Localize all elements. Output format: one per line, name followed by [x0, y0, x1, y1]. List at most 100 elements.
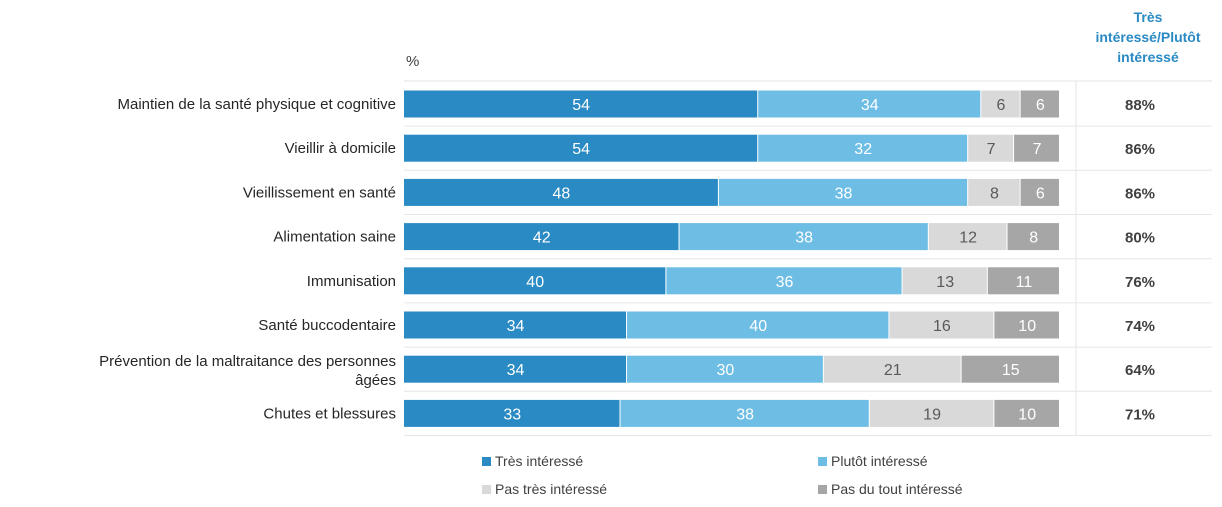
data-label: 8	[990, 185, 999, 202]
bar-segment	[928, 223, 1007, 251]
data-label: 6	[1036, 185, 1045, 202]
total-header: Très intéressé/Plutôt intéressé	[1095, 9, 1200, 65]
total-value: 76%	[1125, 274, 1155, 291]
bar-segment	[1007, 223, 1059, 251]
data-label: 6	[997, 97, 1006, 114]
data-label: 6	[1036, 97, 1045, 114]
data-label: 13	[936, 274, 954, 291]
bar-segment	[1014, 134, 1059, 162]
unit-label: %	[406, 53, 419, 70]
data-label: 16	[933, 318, 951, 335]
legend-swatch	[818, 485, 827, 494]
bar-segment	[404, 267, 666, 295]
category-label: Alimentation saine	[273, 229, 396, 246]
legend-label: Plutôt intéressé	[831, 453, 928, 469]
bar-segment	[987, 267, 1059, 295]
total-value: 80%	[1125, 230, 1155, 247]
data-label: 54	[572, 141, 590, 158]
bar-segment	[968, 134, 1014, 162]
legend-label: Pas du tout intéressé	[831, 481, 963, 497]
total-value: 86%	[1125, 141, 1155, 158]
bar-segment	[981, 90, 1020, 118]
category-label: Chutes et blessures	[263, 405, 396, 422]
data-label: 11	[1016, 274, 1033, 291]
data-label: 7	[987, 141, 996, 158]
bar-segment	[994, 399, 1059, 427]
data-label: 40	[526, 274, 544, 291]
data-label: 54	[572, 97, 590, 114]
data-label: 15	[1002, 362, 1020, 379]
category-label: Santé buccodentaire	[258, 317, 396, 334]
legend-label: Très intéressé	[495, 453, 583, 469]
bar-segment	[994, 311, 1059, 339]
legend-item: Pas très intéressé	[482, 481, 607, 497]
data-label: 40	[749, 318, 767, 335]
bar-segment	[404, 223, 679, 251]
row: Santé buccodentaire 34 40 16 10 74%	[258, 311, 1155, 339]
legend-item: Très intéressé	[482, 453, 583, 469]
bar-segment	[1020, 178, 1059, 206]
data-label: 38	[795, 230, 813, 247]
data-label: 10	[1018, 318, 1036, 335]
total-value: 74%	[1125, 318, 1155, 335]
bar-segment	[889, 311, 994, 339]
row: Prévention de la maltraitance des person…	[99, 353, 1155, 389]
total-value: 86%	[1125, 185, 1155, 202]
data-label: 33	[503, 406, 521, 423]
category-label: Prévention de la maltraitance des person…	[99, 353, 396, 389]
data-label: 12	[959, 230, 977, 247]
row: Vieillir à domicile 54 32 7 7 86%	[285, 134, 1155, 162]
data-label: 32	[854, 141, 872, 158]
bar-segment	[627, 311, 889, 339]
bar-segment	[666, 267, 902, 295]
legend: Très intéressé Plutôt intéressé Pas très i…	[482, 453, 963, 497]
legend-item: Pas du tout intéressé	[818, 481, 963, 497]
total-value: 71%	[1125, 406, 1155, 423]
legend-label: Pas très intéressé	[495, 481, 607, 497]
legend-swatch	[482, 457, 491, 466]
category-label: Maintien de la santé physique et cogniti…	[117, 96, 396, 113]
bar-segment	[404, 90, 758, 118]
bar-segment	[1020, 90, 1059, 118]
data-label: 19	[923, 406, 941, 423]
bar-segment	[679, 223, 928, 251]
data-label: 10	[1018, 406, 1036, 423]
bar-segment	[404, 134, 758, 162]
bar-segment	[404, 178, 718, 206]
bar-segment	[902, 267, 987, 295]
bar-segment	[758, 134, 968, 162]
bar-segment	[404, 399, 620, 427]
category-label: Vieillissement en santé	[243, 184, 396, 201]
bar-segment	[968, 178, 1020, 206]
legend-item: Plutôt intéressé	[818, 453, 928, 469]
data-label: 42	[533, 230, 551, 247]
data-label: 34	[507, 362, 525, 379]
data-label: 38	[736, 406, 754, 423]
rows: Maintien de la santé physique et cogniti…	[99, 80, 1212, 436]
row: Chutes et blessures 33 38 19 10 71%	[263, 399, 1155, 427]
data-label: 38	[835, 185, 853, 202]
bar-segment	[620, 399, 869, 427]
bar-segment	[627, 355, 823, 383]
data-label: 7	[1033, 141, 1042, 158]
row: Alimentation saine 42 38 12 8 80%	[273, 223, 1155, 251]
data-label: 36	[776, 274, 794, 291]
data-label: 34	[507, 318, 525, 335]
bar-segment	[718, 178, 968, 206]
bar-segment	[823, 355, 961, 383]
bar-segment	[404, 355, 627, 383]
row: Vieillissement en santé 48 38 8 6 86%	[243, 178, 1155, 206]
data-label: 30	[717, 362, 735, 379]
total-value: 64%	[1125, 362, 1155, 379]
category-label: Immunisation	[307, 273, 396, 290]
data-label: 34	[861, 97, 879, 114]
legend-swatch	[482, 485, 491, 494]
category-label: Vieillir à domicile	[285, 140, 396, 157]
data-label: 48	[553, 185, 571, 202]
data-label: 8	[1029, 230, 1038, 247]
bar-segment	[758, 90, 981, 118]
bar-segment	[961, 355, 1059, 383]
legend-swatch	[818, 457, 827, 466]
row: Immunisation 40 36 13 11 76%	[307, 267, 1155, 295]
